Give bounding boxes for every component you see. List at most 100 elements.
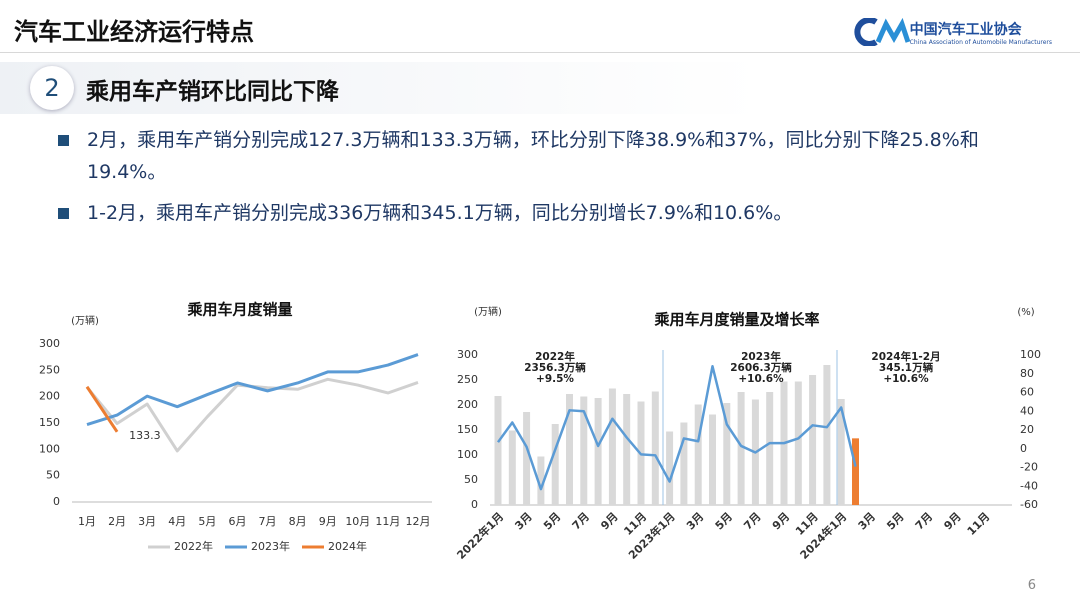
x-tick-label: 2月 [108,515,126,528]
bar [566,394,573,505]
x-tick-label: 7月 [570,510,592,532]
page-number: 6 [1027,578,1036,593]
x-tick-label: 2022年1月 [454,509,507,562]
y2-tick-label: -20 [1020,461,1038,474]
x-tick-label: 12月 [406,515,431,528]
x-tick-label: 7月 [259,515,277,528]
annotation: 2606.3万辆 [730,361,792,374]
x-tick-label: 5月 [198,515,216,528]
annotation: +10.6% [883,373,929,385]
bar [766,392,774,505]
org-name: 中国汽车工业协会 [909,21,1022,38]
logo-text: 中国汽车工业协会 China Association of Automobile… [910,19,1052,46]
x-tick-label: 4月 [168,515,186,528]
legend-label: 2024年 [328,539,367,553]
x-tick-label: 7月 [741,510,763,532]
x-tick-label: 8月 [289,515,307,528]
y2-tick-label: -40 [1020,479,1038,492]
y-tick-label: 300 [457,348,478,361]
x-tick-label: 11月 [375,515,400,528]
x-tick-label: 9月 [770,510,792,532]
bullet-text: 1-2月，乘用车产销分别完成336万辆和345.1万辆，同比分别增长7.9%和1… [87,202,793,224]
x-tick-label: 3月 [512,510,534,532]
data-line [86,353,419,427]
annotation: +10.6% [738,373,784,385]
bullet: 2月，乘用车产销分别完成127.3万辆和133.3万辆，环比分别下降38.9%和… [58,124,1048,188]
y-tick-label: 250 [39,363,60,376]
y-tick-label: 0 [53,495,60,508]
bar [852,438,859,505]
y-tick-label: 200 [39,390,60,403]
slide-title: 汽车工业经济运行特点 [14,18,254,46]
x-tick-label: 5月 [884,510,906,532]
y-tick-label: 250 [457,373,478,386]
x-tick-label: 3月 [138,515,156,528]
x-tick-label: 11月 [965,510,993,538]
bar [666,431,674,505]
y2-tick-label: -60 [1020,498,1038,511]
x-tick-label: 9月 [598,510,620,532]
data-line [496,365,857,491]
logo-mark [854,18,910,46]
bar [723,403,731,505]
y2-tick-label: 100 [1020,348,1041,361]
section-title: 乘用车产销环比同比下降 [86,79,339,105]
data-line [85,385,119,433]
x-tick-label: 6月 [228,515,246,528]
annotation: 2024年1-2月 [871,350,940,363]
section-number: 2 [30,66,74,110]
y2-unit: (%) [1017,307,1034,318]
bar [623,394,631,505]
bar [508,430,516,505]
y-tick-label: 0 [471,498,478,511]
bullet-marker [58,208,69,219]
bar [694,404,702,505]
org-name-en: China Association of Automobile Manufact… [909,38,1052,46]
bar [680,422,688,505]
y-tick-label: 300 [39,337,60,350]
bar [794,381,802,505]
y2-tick-label: 80 [1020,367,1034,380]
data-label: 133.3 [129,429,161,442]
annotation: 2023年 [741,350,781,363]
bar [551,424,559,505]
annotation: 2022年 [535,350,575,363]
logo: 中国汽车工业协会 China Association of Automobile… [854,18,1052,46]
annotation: +9.5% [536,373,574,385]
bar [823,365,831,505]
y-tick-label: 50 [464,473,478,486]
chart-title: 乘用车月度销量及增长率 [653,311,819,329]
y-unit: (万辆) [71,314,99,327]
legend-label: 2022年 [174,539,213,553]
y-tick-label: 150 [39,416,60,429]
y2-tick-label: 20 [1020,423,1034,436]
bar [594,398,602,505]
annotation: 2356.3万辆 [524,361,586,374]
bullet-marker [58,135,69,146]
x-tick-label: 9月 [319,515,337,528]
bar [608,388,616,505]
y2-tick-label: 0 [1020,442,1027,455]
bar [651,391,659,505]
annotation: 345.1万辆 [879,361,934,374]
x-tick-label: 5月 [713,510,735,532]
bar [537,456,545,505]
bar [837,399,845,505]
bar [580,396,588,505]
bar [494,396,502,505]
x-tick-label: 9月 [941,510,963,532]
bar [809,375,817,505]
legend-label: 2023年 [251,539,290,553]
y2-tick-label: 40 [1020,404,1034,417]
y-tick-label: 150 [457,423,478,436]
bar [523,412,531,505]
y-tick-label: 100 [39,442,60,455]
bullet-text: 2月，乘用车产销分别完成127.3万辆和133.3万辆，环比分别下降38.9%和… [87,129,979,183]
x-tick-label: 1月 [78,515,96,528]
x-tick-label: 7月 [913,510,935,532]
y-tick-label: 50 [46,469,60,482]
bar [737,392,745,505]
bullet: 1-2月，乘用车产销分别完成336万辆和345.1万辆，同比分别增长7.9%和1… [58,197,1048,229]
